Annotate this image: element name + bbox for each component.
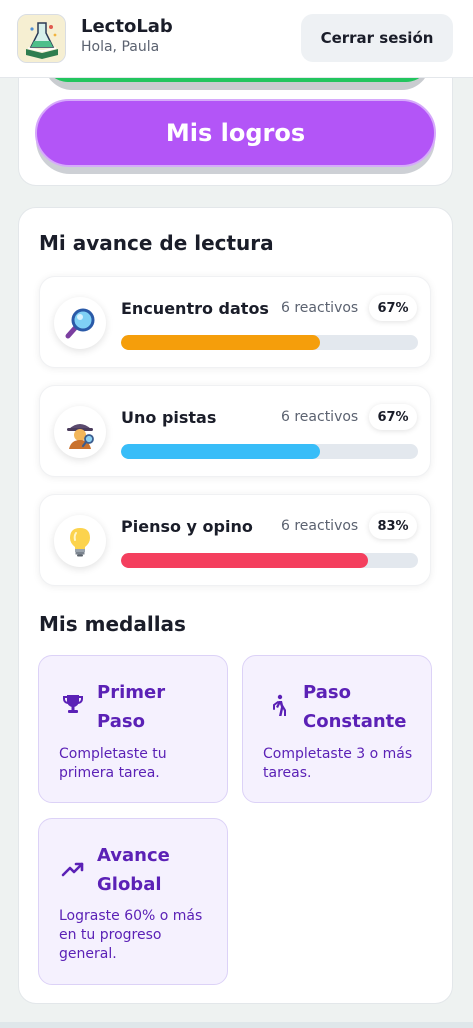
detective-icon	[54, 406, 106, 458]
progress-percent-badge: 67%	[369, 404, 417, 430]
medal-description: Completaste 3 o más tareas.	[263, 746, 413, 781]
progress-item-count: 6 reactivos	[281, 518, 359, 534]
trophy-icon	[63, 695, 83, 713]
app-header: LectoLab Hola, Paula Cerrar sesión	[0, 0, 473, 78]
progress-bar-track	[121, 444, 418, 459]
trending-up-icon	[61, 862, 84, 877]
medal-title: Paso Constante	[303, 682, 407, 732]
progress-item-label: Pienso y opino	[121, 517, 253, 536]
achievements-button[interactable]: Mis logros	[35, 99, 436, 167]
logout-button[interactable]: Cerrar sesión	[301, 14, 453, 62]
progress-bar-track	[121, 553, 418, 568]
progress-item-label: Uno pistas	[121, 408, 217, 427]
lightbulb-icon	[54, 515, 106, 567]
medal-title: Avance Global	[97, 845, 170, 895]
progress-bar-fill	[121, 444, 320, 459]
progress-item-label: Encuentro datos	[121, 299, 269, 318]
progress-item[interactable]: Uno pistas 6 reactivos 67%	[39, 385, 431, 477]
user-greeting: Hola, Paula	[81, 39, 160, 55]
medal-card[interactable]: Primer Paso Completaste tu primera tarea…	[38, 655, 228, 803]
magnifier-icon	[54, 297, 106, 349]
progress-section-title: Mi avance de lectura	[39, 231, 274, 255]
flask-book-icon	[18, 15, 65, 62]
progress-percent-badge: 83%	[369, 513, 417, 539]
medal-description: Completaste tu primera tarea.	[59, 746, 167, 781]
progress-item[interactable]: Pienso y opino 6 reactivos 83%	[39, 494, 431, 586]
progress-percent-badge: 67%	[369, 295, 417, 321]
medal-title: Primer Paso	[97, 682, 166, 732]
progress-bar-track	[121, 335, 418, 350]
progress-bar-fill	[121, 335, 320, 350]
progress-item-count: 6 reactivos	[281, 300, 359, 316]
medal-card[interactable]: Avance Global Lograste 60% o más en tu p…	[38, 818, 228, 985]
medals-section-title: Mis medallas	[39, 612, 186, 636]
progress-bar-fill	[121, 553, 368, 568]
app-logo	[17, 14, 66, 63]
medal-card[interactable]: Paso Constante Completaste 3 o más tarea…	[242, 655, 432, 803]
bottom-edge	[0, 1022, 473, 1028]
progress-item-count: 6 reactivos	[281, 409, 359, 425]
walking-icon	[273, 694, 286, 716]
progress-item[interactable]: Encuentro datos 6 reactivos 67%	[39, 276, 431, 368]
app-title: LectoLab	[81, 16, 173, 37]
medal-description: Lograste 60% o más en tu progreso genera…	[59, 908, 203, 962]
